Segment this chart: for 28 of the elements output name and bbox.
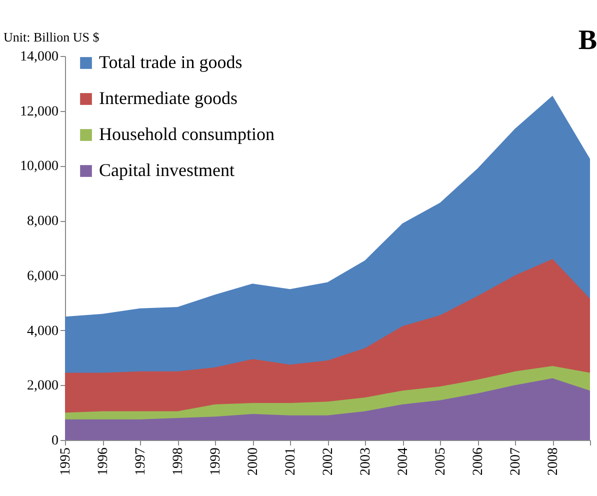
- x-tick-label: 2005: [434, 448, 448, 476]
- legend-label: Intermediate goods: [99, 88, 238, 108]
- y-axis-title: Unit: Billion US $: [4, 30, 100, 44]
- x-tick-label: 2000: [246, 448, 261, 476]
- y-tick-label: 12,000: [20, 104, 58, 120]
- x-tick-label: 2001: [284, 448, 298, 476]
- x-tick-label: 2006: [471, 448, 486, 476]
- x-tick-label: 2008: [546, 448, 561, 476]
- y-tick-label: 2,000: [27, 378, 58, 394]
- x-tick-label: 1996: [96, 448, 111, 476]
- y-tick-label: 8,000: [27, 214, 58, 230]
- y-tick-label: 14,000: [20, 50, 58, 64]
- x-tick-label: 2007: [508, 448, 524, 476]
- y-tick-label: 0: [52, 434, 58, 448]
- legend-label: Total trade in goods: [99, 52, 242, 72]
- x-tick-label: 1995: [58, 448, 74, 476]
- x-tick-label: 2003: [358, 448, 374, 476]
- legend-label: Household consumption: [99, 124, 274, 144]
- x-tick-label: 1998: [171, 448, 186, 476]
- legend-label: Capital investment: [99, 160, 234, 180]
- x-tick-label: 2004: [396, 448, 411, 476]
- x-tick-label: 2002: [321, 448, 336, 476]
- x-tick-label: 1997: [134, 448, 148, 476]
- x-tick-label: 1999: [208, 448, 224, 476]
- chart-title: B: [578, 25, 597, 56]
- y-tick-label: 4,000: [27, 324, 58, 339]
- y-tick-label: 6,000: [27, 268, 58, 284]
- y-tick-label: 10,000: [20, 159, 58, 174]
